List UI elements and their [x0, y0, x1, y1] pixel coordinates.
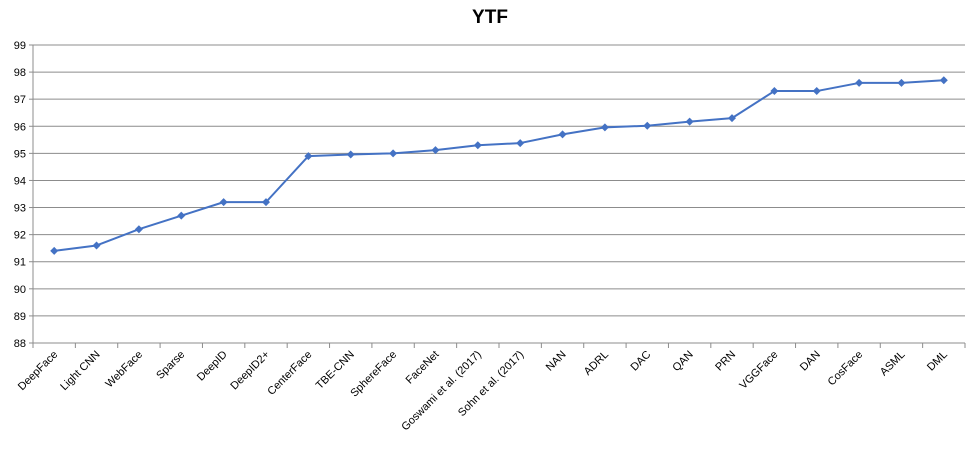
x-tick-label: Light CNN [58, 349, 102, 393]
x-tick-label: Goswami et al. (2017) [399, 349, 484, 434]
data-point-marker [600, 123, 609, 132]
y-tick-label: 92 [14, 230, 26, 242]
x-tick-label: DeepFace [16, 349, 60, 393]
data-point-marker [939, 76, 948, 85]
y-tick-label: 91 [14, 257, 26, 269]
x-tick-label: ASML [878, 349, 908, 379]
x-tick-label: NAN [544, 349, 569, 374]
chart-title: YTF [472, 7, 508, 28]
data-point-marker [516, 139, 525, 148]
x-tick-label: CosFace [826, 349, 866, 389]
x-tick-label: DeepID [195, 349, 230, 384]
x-tick-label: FaceNet [404, 349, 442, 387]
y-tick-label: 93 [14, 203, 26, 215]
data-point-marker [262, 198, 270, 207]
data-point-marker [812, 87, 821, 96]
data-point-marker [134, 225, 143, 234]
x-tick-label: QAN [670, 349, 695, 374]
series-layer [50, 76, 948, 255]
data-point-marker [50, 246, 59, 255]
y-tick-label: 96 [14, 121, 26, 133]
data-point-marker [346, 150, 355, 159]
y-tick-labels: 88 89 90 91 92 93 94 95 96 97 98 99 [14, 40, 26, 350]
y-tick-label: 99 [14, 40, 26, 52]
y-tick-label: 98 [14, 67, 26, 79]
data-point-marker [728, 114, 736, 123]
gridlines [33, 44, 965, 317]
data-point-marker [304, 152, 313, 161]
y-tick-label: 90 [14, 284, 26, 296]
x-tick-label: DeepID2+ [228, 349, 272, 393]
data-point-marker [643, 121, 652, 130]
x-tick-label: WebFace [103, 349, 145, 391]
series-line [54, 79, 944, 252]
x-tick-label: DAC [628, 349, 653, 374]
x-tick-label: TBE-CNN [314, 349, 357, 392]
data-point-marker [219, 198, 228, 207]
y-tick-label: 88 [14, 338, 26, 350]
data-point-marker [897, 78, 906, 87]
data-point-marker [770, 87, 779, 96]
x-tick-label: VGGFace [737, 349, 780, 392]
data-point-marker [431, 146, 440, 155]
axes [29, 44, 966, 348]
data-point-marker [855, 78, 864, 87]
x-tick-label: CenterFace [265, 349, 314, 398]
data-point-marker [177, 211, 186, 220]
data-point-marker [389, 149, 398, 158]
data-point-marker [473, 141, 482, 150]
data-point-marker [558, 130, 567, 139]
y-tick-label: 97 [14, 94, 26, 106]
y-tick-label: 89 [14, 311, 26, 323]
x-tick-label: PRN [713, 349, 738, 374]
x-tick-label: DML [925, 349, 950, 374]
y-tick-label: 95 [14, 148, 26, 160]
data-point-marker [685, 117, 694, 126]
x-tick-label: DAN [798, 349, 823, 374]
x-tick-label: Sparse [154, 349, 187, 382]
y-tick-label: 94 [14, 175, 26, 187]
x-tick-label: ADRL [582, 349, 611, 378]
data-point-marker [92, 241, 101, 250]
